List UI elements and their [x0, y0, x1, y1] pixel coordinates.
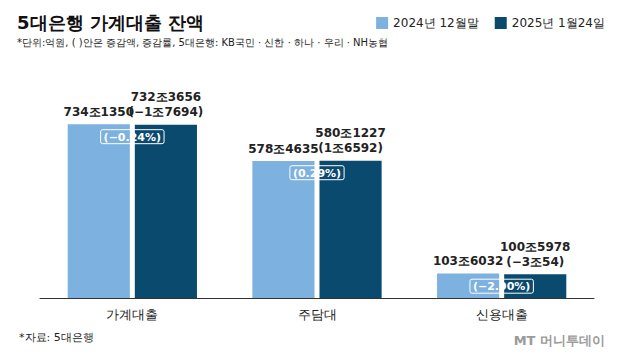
svg-text:734조1350: 734조1350	[64, 105, 134, 119]
svg-text:(−1조7694): (−1조7694)	[129, 105, 204, 119]
svg-text:*단위:억원, ( )안은 증감액, 증감률, 5대은행:: *단위:억원, ( )안은 증감액, 증감률, 5대은행: KB국민 · 신한 …	[17, 37, 388, 48]
svg-text:(−0.24%): (−0.24%)	[104, 131, 161, 144]
svg-text:2025년 1월24일: 2025년 1월24일	[512, 16, 605, 30]
svg-text:578조4635: 578조4635	[248, 142, 318, 156]
svg-text:신용대출: 신용대출	[476, 307, 528, 322]
svg-text:(0.29%): (0.29%)	[293, 167, 341, 180]
svg-text:*자료: 5대은행: *자료: 5대은행	[19, 331, 94, 344]
svg-text:100조5978: 100조5978	[500, 240, 570, 254]
svg-text:580조1227: 580조1227	[315, 126, 385, 140]
svg-text:주담대: 주담대	[298, 307, 337, 322]
svg-text:103조6032: 103조6032	[433, 254, 503, 268]
svg-text:5대은행 가계대출 잔액: 5대은행 가계대출 잔액	[17, 12, 204, 33]
svg-text:가계대출: 가계대출	[106, 307, 158, 322]
svg-text:732조3656: 732조3656	[131, 90, 201, 104]
svg-text:2024년 12월말: 2024년 12월말	[393, 16, 479, 30]
svg-text:MT 머니투데이: MT 머니투데이	[514, 333, 605, 348]
svg-text:(−2.90%): (−2.90%)	[473, 280, 530, 293]
svg-text:(−3조54): (−3조54)	[506, 255, 564, 269]
svg-text:(1조6592): (1조6592)	[318, 141, 383, 155]
